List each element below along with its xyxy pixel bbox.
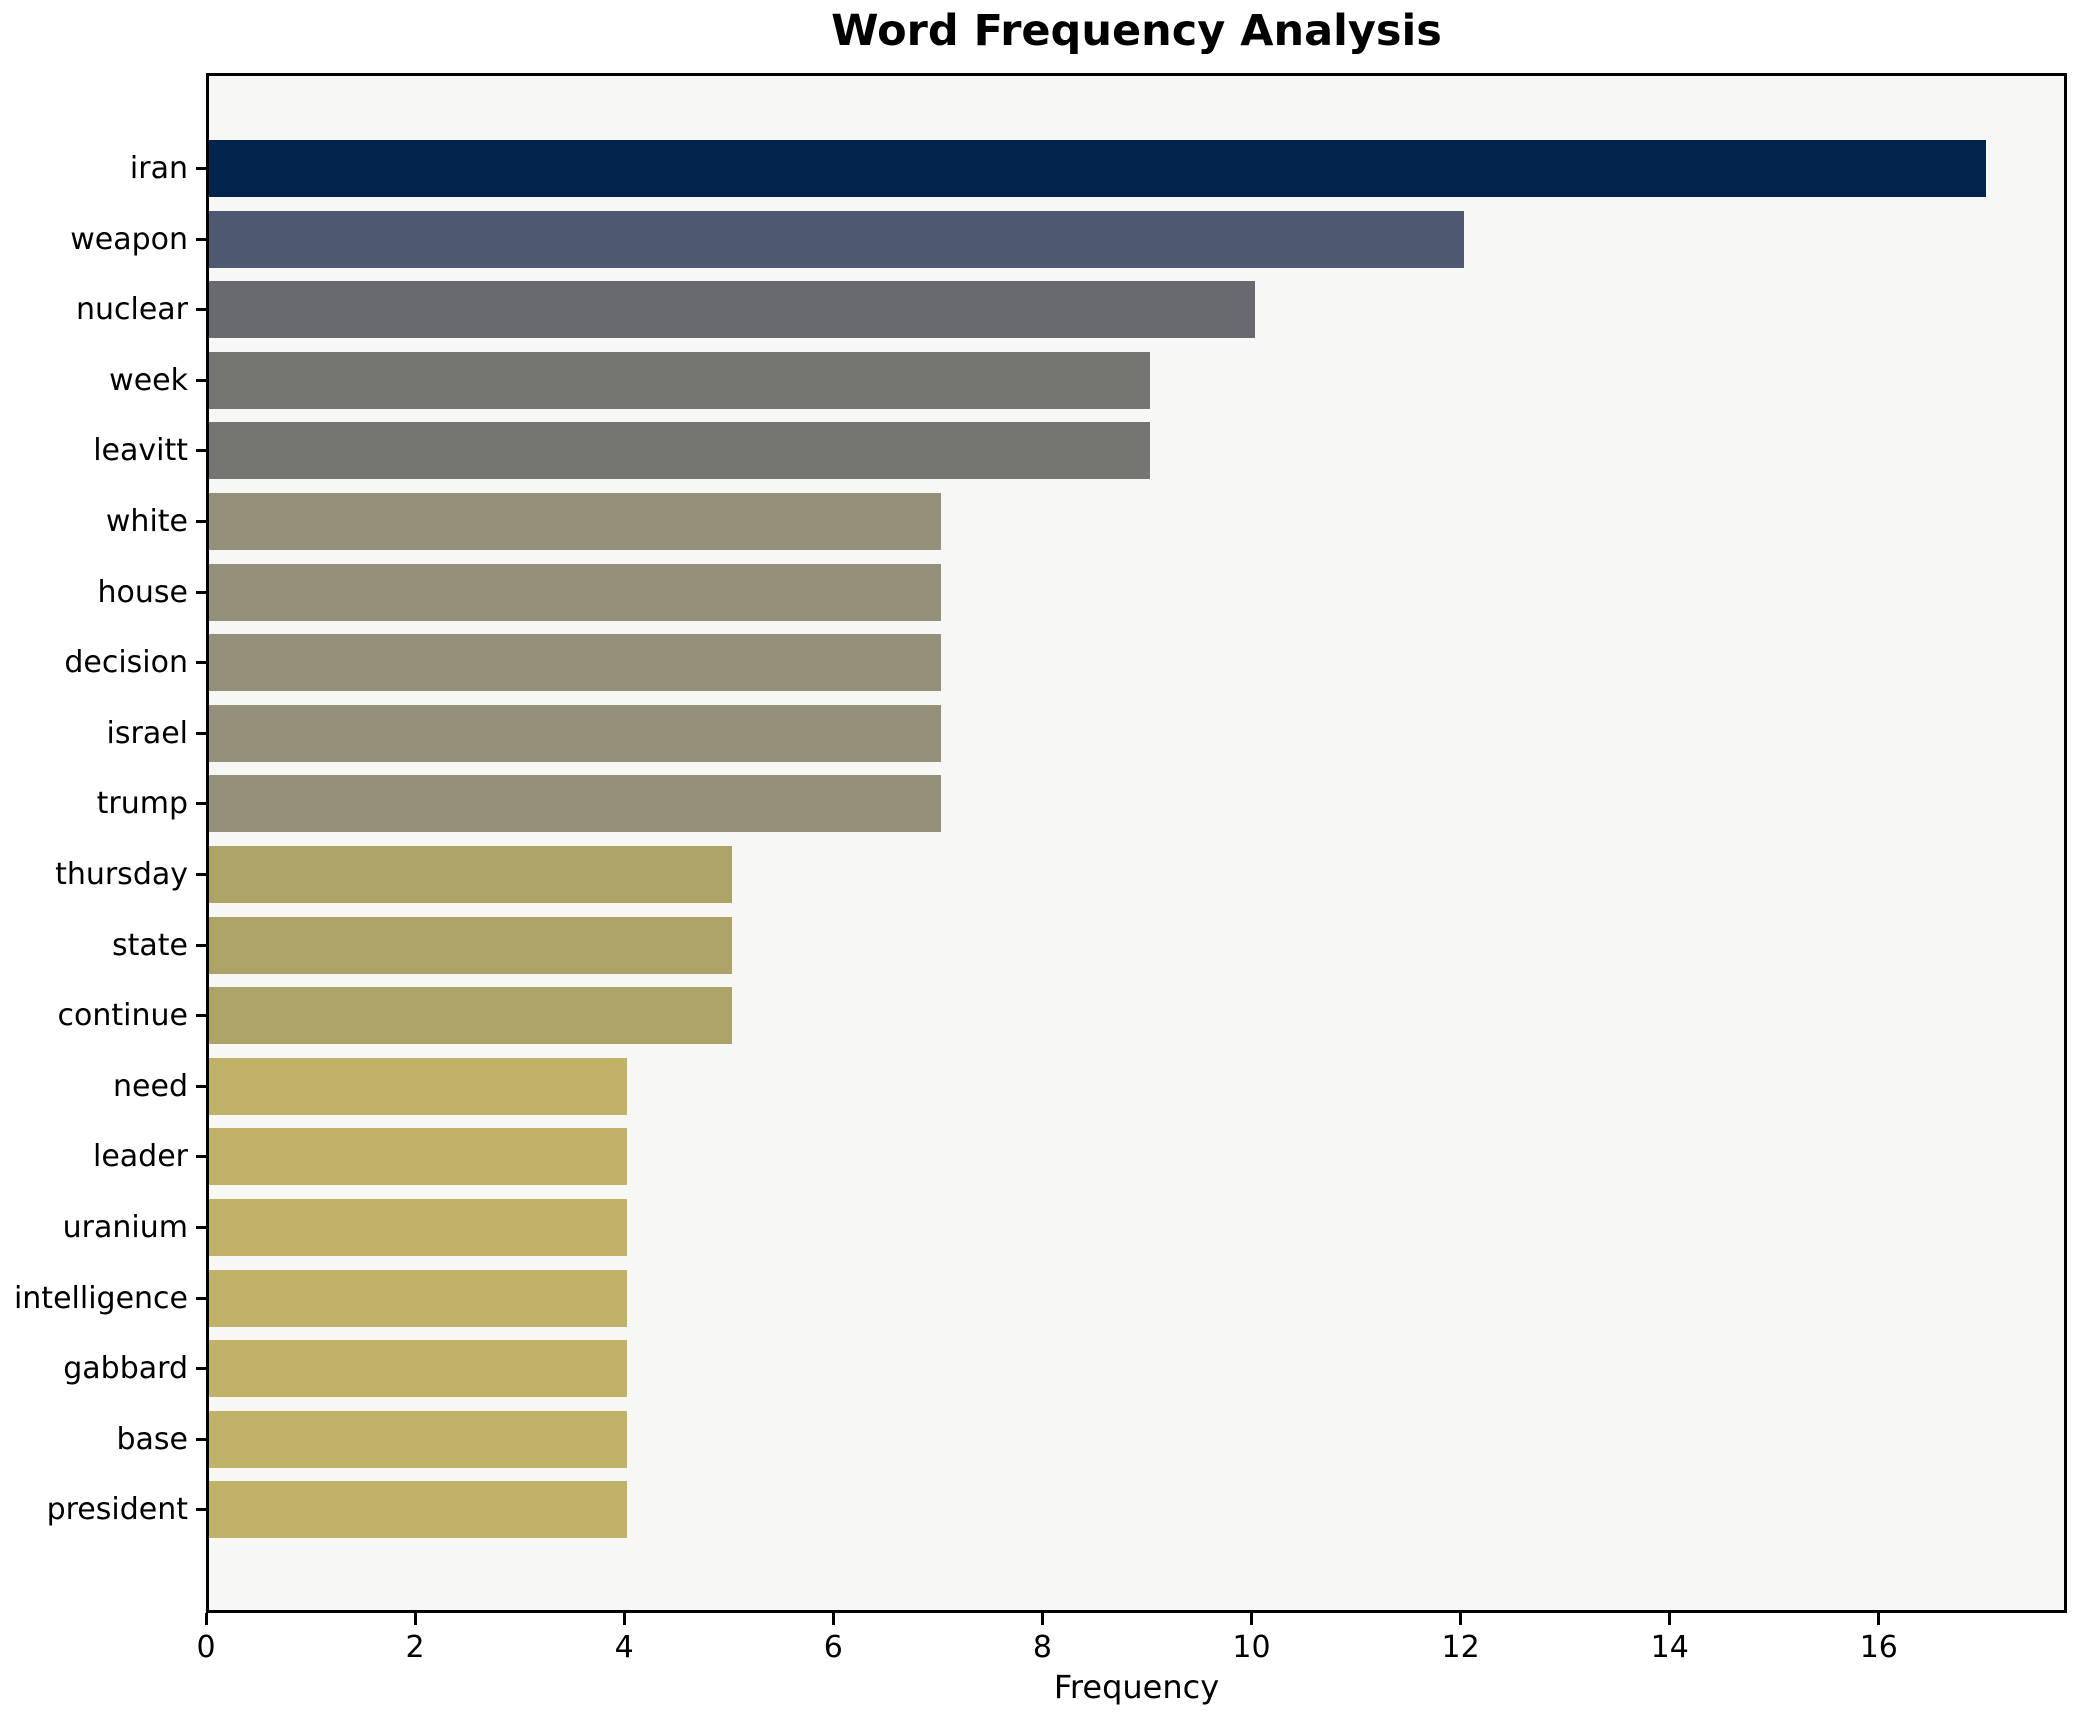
y-tick-label-nuclear: nuclear [75, 292, 188, 328]
bar-base [209, 1410, 627, 1468]
bar-state [209, 916, 732, 974]
y-tick-mark [196, 873, 206, 876]
y-tick-mark [196, 802, 206, 806]
x-tick-label-2: 2 [405, 1630, 425, 1665]
y-tick-label-leader: leader [92, 1139, 188, 1175]
y-tick-mark [196, 1437, 206, 1441]
bar-house [209, 563, 941, 621]
y-tick-label-leavitt: leavitt [93, 433, 188, 469]
x-tick-label-10: 10 [1232, 1630, 1271, 1665]
y-tick-label-white: white [105, 504, 188, 539]
bar-white [209, 493, 941, 550]
y-tick-label-decision: decision [64, 645, 188, 681]
x-tick-label-14: 14 [1650, 1630, 1689, 1665]
bar-continue [209, 987, 732, 1045]
x-tick-label-4: 4 [614, 1630, 634, 1665]
y-tick-label-continue: continue [57, 998, 188, 1034]
y-tick-mark [196, 1508, 206, 1512]
bar-gabbard [209, 1340, 627, 1398]
x-tick-mark [1459, 1613, 1463, 1625]
bar-need [209, 1057, 627, 1115]
chart-title: Word Frequency Analysis [831, 6, 1442, 56]
x-tick-mark [1040, 1613, 1044, 1625]
bar-intelligence [209, 1269, 627, 1327]
x-tick-mark [204, 1613, 208, 1625]
y-tick-mark [196, 590, 206, 594]
x-tick-label-16: 16 [1859, 1630, 1898, 1665]
y-tick-mark [196, 943, 206, 947]
x-tick-mark [1668, 1613, 1672, 1625]
y-tick-mark [196, 520, 206, 523]
y-tick-label-iran: iran [129, 151, 188, 186]
y-tick-mark [196, 167, 206, 170]
y-tick-label-weapon: weapon [70, 221, 188, 257]
y-tick-mark [196, 237, 206, 241]
x-tick-label-8: 8 [1032, 1630, 1052, 1665]
x-tick-label-12: 12 [1441, 1630, 1480, 1665]
bar-uranium [209, 1199, 627, 1256]
y-tick-label-state: state [112, 927, 188, 963]
x-tick-mark [1877, 1613, 1881, 1625]
y-tick-mark [196, 1014, 206, 1018]
y-tick-mark [196, 378, 206, 382]
y-tick-mark [196, 449, 206, 453]
y-tick-mark [196, 661, 206, 665]
y-tick-label-base: base [116, 1421, 188, 1457]
y-tick-mark [196, 1084, 206, 1088]
y-tick-label-gabbard: gabbard [63, 1351, 188, 1387]
bar-israel [209, 704, 941, 762]
y-tick-label-intelligence: intelligence [13, 1280, 188, 1316]
x-tick-label-6: 6 [823, 1630, 843, 1665]
y-tick-label-week: week [109, 362, 188, 398]
y-tick-label-president: president [46, 1492, 188, 1528]
bar-decision [209, 634, 941, 692]
bar-leader [209, 1128, 627, 1186]
x-axis-label: Frequency [1053, 1668, 1220, 1706]
bar-trump [209, 775, 941, 833]
x-tick-mark [622, 1613, 626, 1625]
y-tick-label-need: need [113, 1068, 188, 1104]
bar-thursday [209, 846, 732, 903]
x-tick-mark [831, 1613, 835, 1625]
x-tick-mark [413, 1613, 417, 1625]
y-tick-mark [196, 1226, 206, 1229]
y-tick-mark [196, 1367, 206, 1371]
bar-weapon [209, 210, 1464, 268]
y-tick-label-trump: trump [96, 786, 188, 822]
y-tick-mark [196, 1155, 206, 1159]
y-tick-label-israel: israel [106, 715, 188, 751]
y-tick-mark [196, 308, 206, 312]
x-tick-mark [1250, 1613, 1253, 1625]
bar-leavitt [209, 422, 1150, 480]
bar-nuclear [209, 281, 1255, 339]
y-tick-mark [196, 731, 206, 735]
bar-iran [209, 140, 1986, 197]
x-tick-label-0: 0 [196, 1630, 216, 1665]
bar-week [209, 351, 1150, 409]
y-tick-label-thursday: thursday [55, 857, 188, 892]
bar-president [209, 1481, 627, 1539]
y-tick-label-house: house [97, 574, 188, 610]
y-tick-mark [196, 1296, 206, 1300]
y-tick-label-uranium: uranium [62, 1210, 188, 1245]
